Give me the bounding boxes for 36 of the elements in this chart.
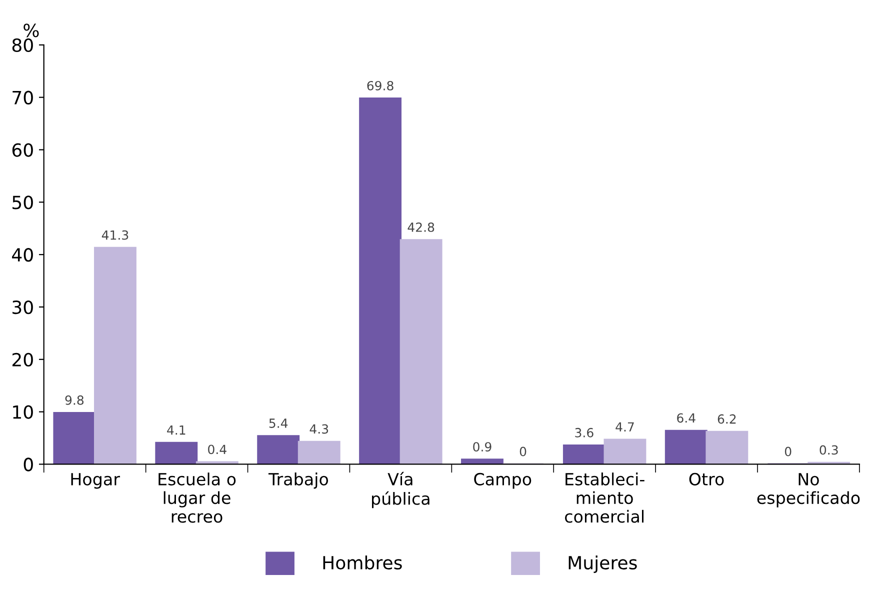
data-label: 9.8 — [65, 395, 84, 405]
y-tick-label: 60 — [12, 143, 33, 157]
data-label: 69.8 — [367, 80, 394, 90]
y-tick-label: 0 — [24, 458, 33, 472]
x-tick-label: Escuela o lugar de recreo — [158, 472, 236, 523]
data-label: 41.3 — [102, 230, 128, 240]
data-label: 3.6 — [575, 428, 594, 438]
y-tick-label: 50 — [12, 196, 33, 210]
y-tick-label: 20 — [12, 352, 33, 367]
data-label: 0.9 — [473, 442, 492, 452]
data-label: 6.4 — [677, 413, 696, 423]
x-tick-label: Otro — [689, 472, 724, 486]
data-label: 0 — [784, 446, 792, 456]
data-label: 0.4 — [208, 444, 226, 454]
y-tick-label: 40 — [12, 248, 33, 262]
data-label: 5.4 — [269, 418, 288, 428]
y-tick-label: 10 — [13, 405, 33, 419]
data-label: 0.3 — [820, 445, 838, 455]
x-tick-label: Campo — [474, 472, 532, 489]
x-tick-label: Estableci- miento comercial — [565, 472, 644, 523]
data-label: 6.2 — [718, 414, 736, 424]
data-label: 4.1 — [167, 425, 186, 435]
data-label: 4.7 — [616, 422, 634, 432]
legend-label: Mujeres — [568, 556, 637, 574]
y-tick-label: 30 — [12, 300, 33, 314]
legend-label: Hombres — [323, 556, 402, 570]
x-tick-label: No especificado — [757, 473, 860, 508]
x-tick-label: Trabajo — [268, 472, 328, 489]
y-tick-label: 70 — [12, 90, 33, 104]
x-tick-label: Vía pública — [372, 472, 430, 508]
x-tick-label: Hogar — [71, 473, 120, 489]
y-tick-label: 80 — [12, 38, 33, 52]
data-label: 42.8 — [408, 222, 434, 232]
data-label: 0 — [520, 446, 526, 456]
data-label: 4.3 — [310, 424, 328, 434]
y-axis-title: % — [24, 24, 39, 38]
